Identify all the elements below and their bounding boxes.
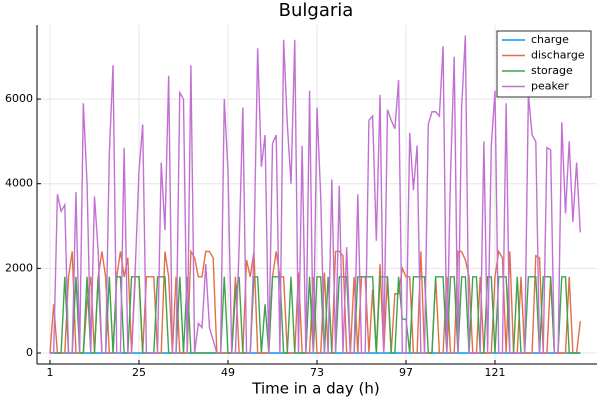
legend-label: charge [531,33,569,46]
legend-label: discharge [531,49,585,62]
series-line [49,276,581,354]
y-tick-label: 6000 [5,92,33,105]
legend-label: storage [531,64,573,77]
x-tick-label: 1 [46,366,53,379]
x-tick-label: 49 [221,366,235,379]
y-tick-label: 0 [26,346,33,359]
legend: charge discharge storage peaker [496,30,592,98]
y-tick-label: 4000 [5,177,33,190]
x-axis-label: Time in a day (h) [251,380,379,398]
chart-title: Bulgaria [279,0,354,21]
x-tick-label: 73 [310,366,324,379]
x-tick-label: 121 [485,366,506,379]
y-tick-label: 2000 [5,261,33,274]
series-line [49,35,582,354]
x-tick-label: 97 [399,366,413,379]
x-tick-label: 25 [132,366,146,379]
legend-label: peaker [531,80,569,93]
